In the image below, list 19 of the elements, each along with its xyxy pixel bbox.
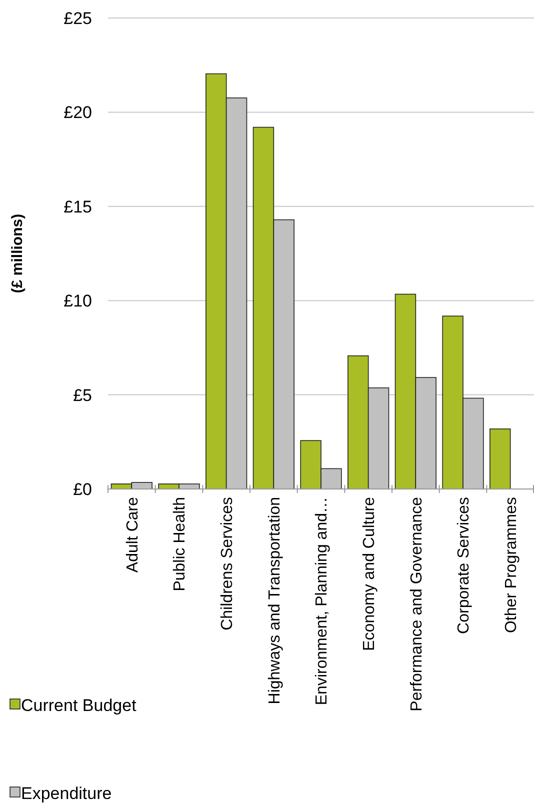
x-tick-label: Environment, Planning and…	[314, 497, 331, 706]
legend-label: Current Budget	[21, 696, 137, 715]
x-tick-label: Performance and Governance	[408, 496, 426, 712]
y-tick-label: £0	[73, 480, 92, 499]
bar	[490, 428, 511, 490]
x-tick-label: Corporate Services	[456, 497, 473, 634]
x-tick-label: Economy and Culture	[360, 496, 378, 651]
x-tick-label: Highways and Transportation	[266, 497, 284, 704]
y-tick-label: £5	[73, 386, 92, 405]
y-tick-label: £10	[64, 292, 92, 311]
x-tick-label: Other Programmes	[502, 497, 520, 634]
y-tick-label: £15	[64, 197, 92, 216]
y-tick-label: £25	[64, 8, 92, 28]
x-tick-label: Adult Care	[124, 496, 142, 573]
y-axis-title: (£ millions)	[9, 214, 26, 294]
legend-label: Expenditure	[21, 784, 112, 803]
y-tick-label: £20	[64, 103, 92, 122]
x-tick-label: Childrens Services	[218, 497, 236, 630]
x-tick-label: Public Health	[172, 497, 189, 592]
